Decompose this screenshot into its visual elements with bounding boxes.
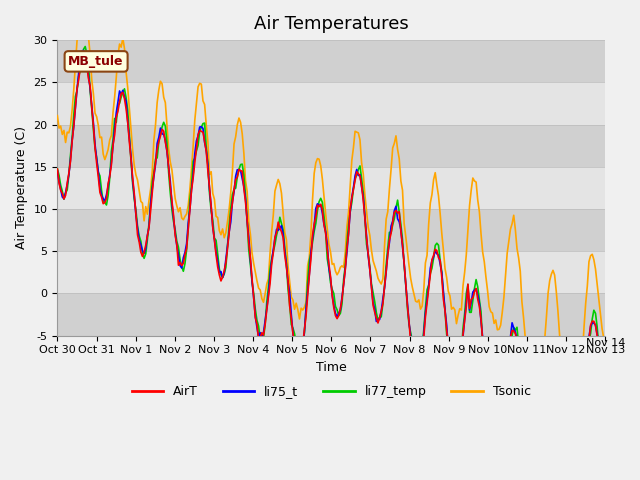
Legend: AirT, li75_t, li77_temp, Tsonic: AirT, li75_t, li77_temp, Tsonic: [127, 380, 536, 403]
Bar: [58, 209, 605, 251]
Bar: [58, 293, 605, 336]
X-axis label: Time: Time: [316, 361, 347, 374]
Bar: [58, 167, 605, 209]
Bar: [58, 251, 605, 293]
Title: Air Temperatures: Air Temperatures: [254, 15, 409, 33]
Text: Nov 14: Nov 14: [586, 338, 625, 348]
Text: MB_tule: MB_tule: [68, 55, 124, 68]
Y-axis label: Air Temperature (C): Air Temperature (C): [15, 126, 28, 250]
Bar: [58, 124, 605, 167]
Bar: [58, 40, 605, 83]
Bar: [58, 83, 605, 124]
